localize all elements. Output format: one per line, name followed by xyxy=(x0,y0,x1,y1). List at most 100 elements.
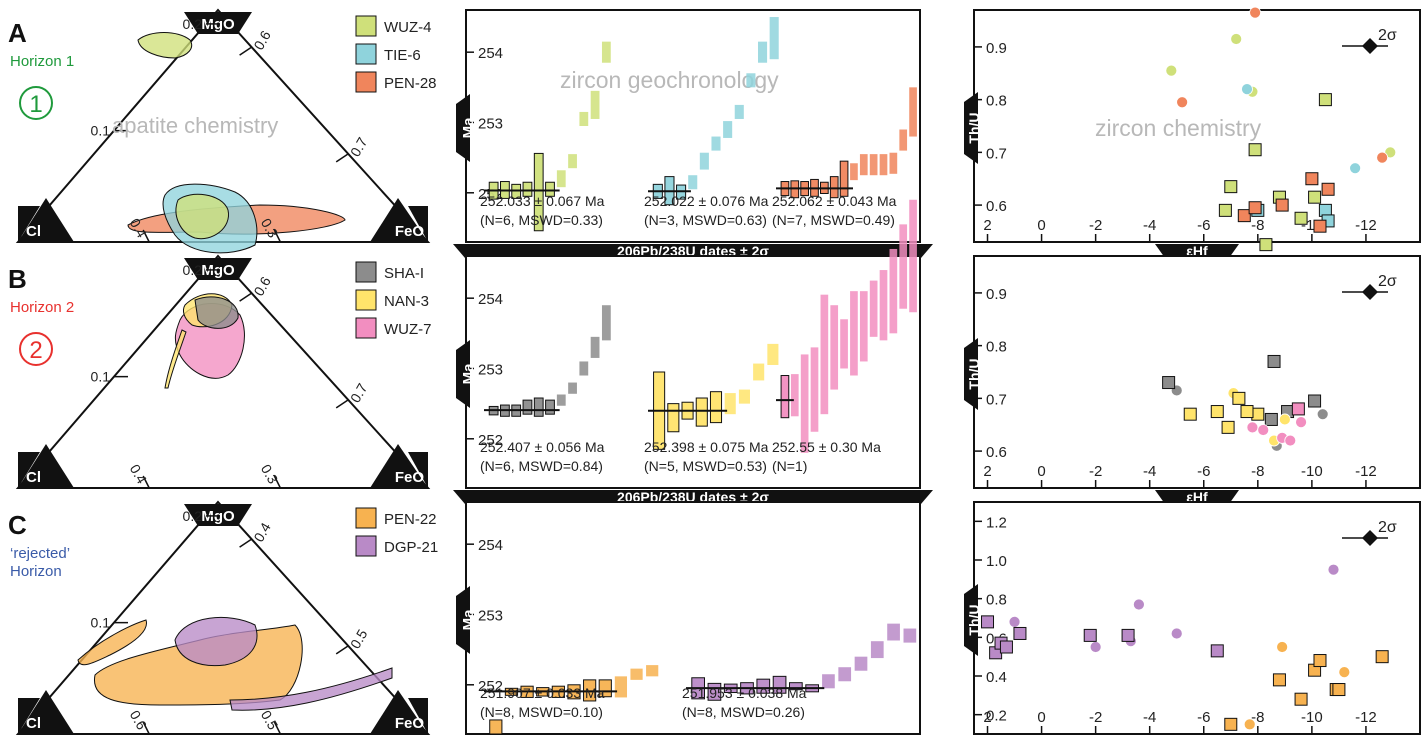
horizon-label: Horizon xyxy=(10,563,62,580)
ternary-tick-label: 0.2 xyxy=(183,262,203,278)
date-bar xyxy=(838,667,852,682)
ternary-field xyxy=(194,296,239,329)
data-point-square xyxy=(1232,391,1246,405)
date-bar xyxy=(579,111,589,126)
data-point-square xyxy=(1308,394,1322,408)
ternary-tick xyxy=(273,721,282,735)
panel-letter: A xyxy=(8,18,27,48)
weighted-mean-label: 251.953 ± 0.038 Ma xyxy=(682,685,807,701)
apex-tag-left-fill xyxy=(18,698,40,734)
x-tick-label: -12 xyxy=(1355,709,1377,726)
y-tick-label: 253 xyxy=(478,115,503,132)
legend-label: NAN-3 xyxy=(384,293,429,310)
data-point-square xyxy=(1305,172,1319,186)
y-tick-label: 253 xyxy=(478,361,503,378)
y-label: Ma xyxy=(460,117,477,138)
y-tick-label: 253 xyxy=(478,607,503,624)
apex-label-right: FeO xyxy=(395,223,425,240)
apex-tag-right-fill xyxy=(408,698,428,734)
y-tick-label: 254 xyxy=(478,291,503,308)
data-point-circle xyxy=(1257,424,1270,436)
x-tick-label: -6 xyxy=(1197,217,1210,234)
legend-swatch xyxy=(355,71,377,93)
horizon-label: ‘rejected’ xyxy=(10,545,70,562)
ternary-tick-label: 0.1 xyxy=(91,369,111,385)
legend-swatch xyxy=(355,261,377,283)
ternary-field xyxy=(174,616,258,667)
date-bar xyxy=(850,291,858,376)
data-point-square xyxy=(1321,182,1335,196)
ternary-field xyxy=(77,619,147,666)
date-bar xyxy=(850,163,858,181)
date-bar xyxy=(909,199,917,313)
date-bar xyxy=(859,291,868,362)
x-tick-label: -8 xyxy=(1251,463,1264,480)
geochron-frame xyxy=(465,255,921,489)
y-label: Th/U xyxy=(966,604,982,635)
panel-watermark: apatite chemistry xyxy=(112,113,278,138)
y-label: Th/U xyxy=(966,112,982,143)
ternary-tick xyxy=(239,46,253,56)
ternary-tick-label: 0.1 xyxy=(91,615,111,631)
y-label: Ma xyxy=(460,609,477,630)
date-bar xyxy=(830,305,839,390)
date-bar xyxy=(909,87,917,137)
x-tick-label: -10 xyxy=(1301,463,1323,480)
date-bar xyxy=(556,394,566,406)
date-bar xyxy=(810,347,819,432)
geochron-panel-b: 254 253 252 Ma 252.407 ± 0.056 Ma (N=6, MSWD=… xyxy=(453,199,933,505)
data-point-square xyxy=(1294,211,1308,225)
date-bar xyxy=(579,361,589,376)
horizon-numeral: 1 xyxy=(29,91,42,118)
date-bar xyxy=(753,363,765,381)
apex-tag-right xyxy=(370,690,428,734)
legend-label: PEN-28 xyxy=(384,75,437,92)
date-bar xyxy=(601,41,611,63)
date-bar xyxy=(590,336,600,358)
y-tick-label: 0.2 xyxy=(986,708,1007,725)
legend-swatch xyxy=(355,43,377,65)
date-bar xyxy=(767,343,779,365)
date-bar xyxy=(879,154,888,176)
y-label-tag xyxy=(456,94,470,162)
data-point-circle xyxy=(1249,6,1262,19)
date-bar xyxy=(545,181,555,197)
x-tick-label: 0 xyxy=(1037,217,1045,234)
data-point-circle xyxy=(1241,83,1253,95)
panel-watermark: zircon chemistry xyxy=(1095,115,1262,141)
legend-label: DGP-21 xyxy=(384,539,438,556)
date-bar xyxy=(590,90,600,119)
data-point-square xyxy=(1083,628,1097,642)
data-point-square xyxy=(1264,412,1278,426)
apex-label-left: Cl xyxy=(26,715,41,732)
weighted-mean-label: (N=8, MSWD=0.26) xyxy=(682,704,805,720)
date-bar xyxy=(899,224,908,309)
date-bar xyxy=(769,17,779,60)
date-bar xyxy=(870,641,884,659)
apex-label-right: FeO xyxy=(395,715,425,732)
panel-watermark: zircon geochronology xyxy=(560,67,779,93)
date-bar xyxy=(734,104,744,119)
data-point-circle xyxy=(1349,162,1362,175)
legend-label: PEN-22 xyxy=(384,511,437,528)
data-point-square xyxy=(1224,180,1238,194)
date-bar xyxy=(839,160,849,197)
date-bar xyxy=(822,674,835,689)
x-label-tag xyxy=(453,490,933,504)
x-tick-label: 0 xyxy=(1037,709,1045,726)
data-point-circle xyxy=(1316,408,1329,421)
data-point-square xyxy=(999,640,1013,654)
x-tick-label: 2 xyxy=(983,217,991,234)
ternary-tick xyxy=(273,229,282,243)
data-point-square xyxy=(1318,93,1332,107)
weighted-mean-label: 252.55 ± 0.30 Ma xyxy=(772,439,881,455)
data-point-square xyxy=(1210,644,1224,658)
y-tick-label: 0.4 xyxy=(986,669,1007,686)
weighted-mean-label: 252.398 ± 0.075 Ma xyxy=(644,439,769,455)
date-bar xyxy=(887,623,900,641)
date-bar xyxy=(723,121,733,138)
data-point-square xyxy=(1121,628,1135,642)
data-point-circle xyxy=(1284,434,1297,447)
